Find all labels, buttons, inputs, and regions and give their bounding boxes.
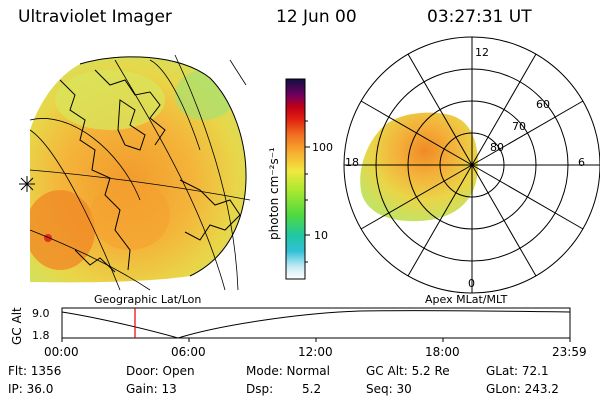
door-status: Door: Open: [126, 364, 195, 378]
timeline-tick-2: 12:00: [298, 345, 333, 359]
mlt-label-6: 6: [578, 156, 585, 169]
gc-altitude: GC Alt: 5.2 Re: [366, 364, 450, 378]
ip-value: IP: 36.0: [8, 382, 54, 396]
timeline-tick-3: 18:00: [425, 345, 460, 359]
timeline-axis-label: GC Alt: [10, 307, 24, 345]
timeline-y-bottom: 1.8: [32, 329, 50, 342]
timeline-tick-1: 06:00: [171, 345, 206, 359]
colorbar-tick-10: 10: [314, 229, 328, 242]
mlt-label-18: 18: [345, 156, 359, 169]
flight-number: Flt: 1356: [8, 364, 62, 378]
colorbar-tick-100: 100: [312, 141, 333, 154]
sequence-number: Seq: 30: [366, 382, 412, 396]
mlat-label-80: 80: [490, 141, 504, 154]
dsp-value: 5.2: [302, 382, 322, 396]
mode-value: Mode: Normal: [246, 364, 330, 378]
mlt-label-12: 12: [475, 46, 489, 59]
timeline-y-top: 9.0: [32, 307, 50, 320]
dsp-label: Dsp:: [246, 382, 274, 396]
geographic-longitude: GLon: 243.2: [486, 382, 559, 396]
timeline-tick-4: 23:59: [552, 345, 587, 359]
timeline-tick-0: 00:00: [44, 345, 79, 359]
observation-time: 03:27:31 UT: [427, 7, 532, 27]
geographic-latitude: GLat: 72.1: [486, 364, 549, 378]
gain-value: Gain: 13: [126, 382, 177, 396]
geographic-caption: Geographic Lat/Lon: [94, 293, 202, 306]
observation-date: 12 Jun 00: [276, 7, 357, 27]
mlat-label-60: 60: [536, 98, 550, 111]
mlat-label-70: 70: [512, 120, 526, 133]
mlt-label-0: 0: [468, 277, 475, 290]
apex-caption: Apex MLat/MLT: [425, 293, 508, 306]
instrument-title: Ultraviolet Imager: [18, 7, 172, 27]
